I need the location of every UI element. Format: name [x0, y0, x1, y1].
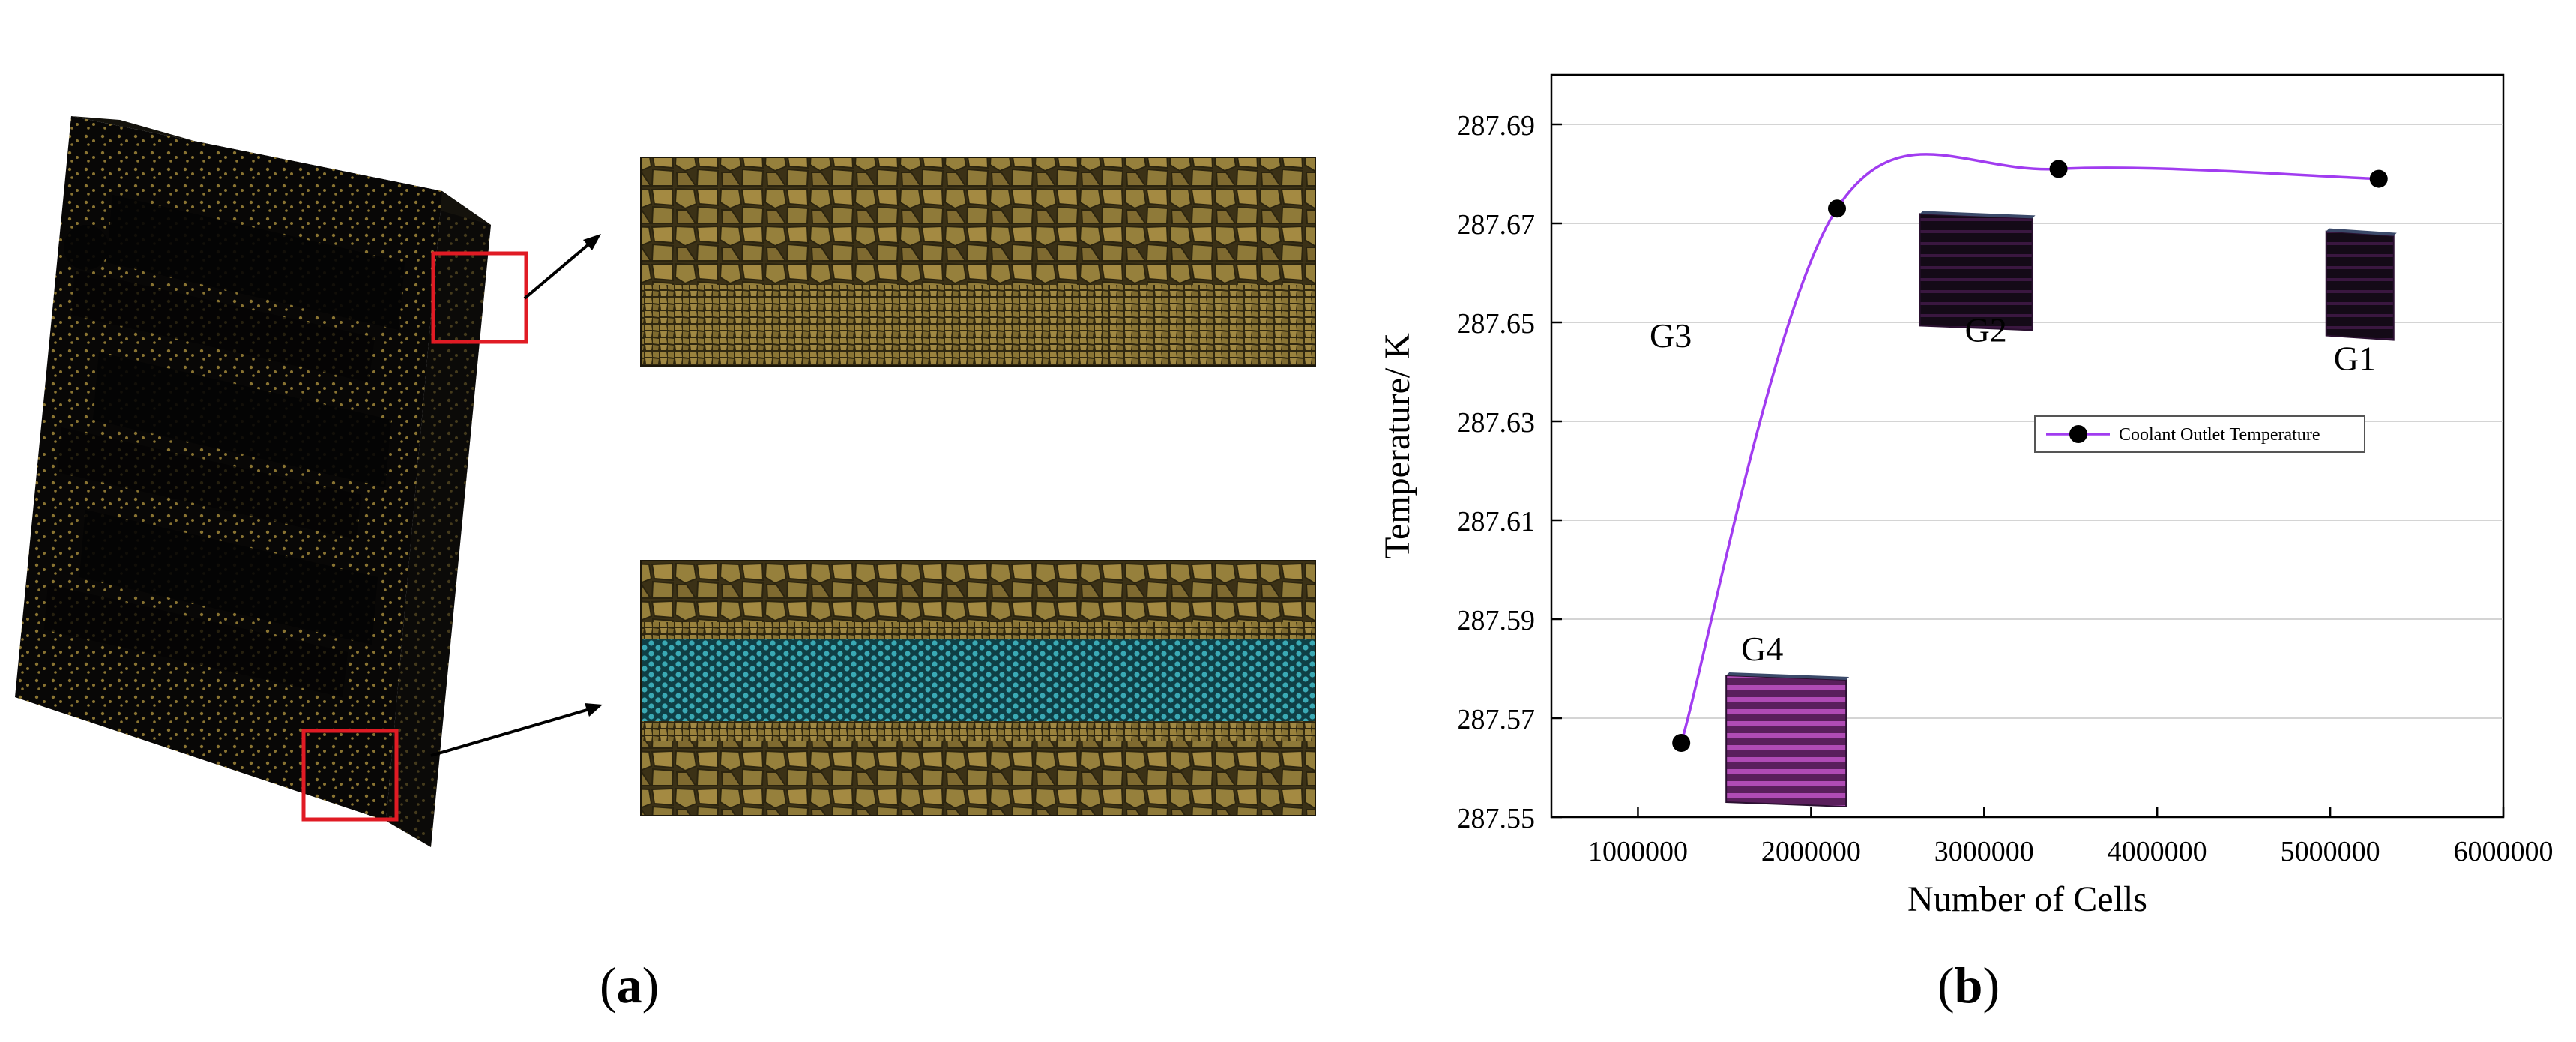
y-tick-label: 287.59: [1457, 605, 1536, 636]
cooling-plate-thumbnails: [1725, 211, 2397, 808]
legend: Coolant Outlet Temperature: [2034, 415, 2365, 453]
y-axis-label: Temperature/ K: [1378, 333, 1417, 559]
cooling-plate-thumbnail-icon: [1919, 211, 2036, 331]
temperature-chart: 1000000 2000000 3000000 4000000 5000000 60000…: [1378, 73, 2554, 919]
polyhedral-mesh-detail-icon: [640, 157, 1316, 367]
y-tick-label: 287.61: [1457, 506, 1536, 537]
data-point: [2369, 169, 2388, 188]
series-line: [1680, 153, 2379, 744]
x-tick-label: 3000000: [1934, 836, 2034, 867]
grid-lines: [1551, 124, 2503, 719]
x-tick-label: 5000000: [2281, 836, 2380, 867]
cooling-plate-thumbnail-icon: [1725, 672, 1850, 808]
series-markers: [1672, 160, 2388, 752]
mesh-plate-icon: [15, 116, 603, 847]
x-tick-label: 4000000: [2108, 836, 2207, 867]
data-point: [1672, 734, 1691, 752]
x-tick-label: 2000000: [1761, 836, 1861, 867]
y-tick-label: 287.69: [1457, 110, 1536, 142]
x-tick-label: 1000000: [1588, 836, 1688, 867]
y-tick-label: 287.67: [1457, 209, 1536, 241]
y-axis-ticks: 287.55 287.57 287.59 287.61 287.63 287.65 287.…: [1457, 110, 1562, 834]
grid-annotations: G4 G3 G2 G1: [1650, 310, 2376, 668]
data-point: [1828, 199, 1846, 218]
grid-annotation-label: G2: [1965, 310, 2007, 349]
legend-entry: Coolant Outlet Temperature: [2119, 425, 2320, 445]
y-tick-label: 287.57: [1457, 704, 1536, 735]
y-tick-label: 287.55: [1457, 803, 1536, 834]
y-tick-label: 287.63: [1457, 407, 1536, 439]
x-axis-ticks: 1000000 2000000 3000000 4000000 5000000 60000…: [1588, 807, 2554, 867]
fluid-channel-mesh-detail-icon: [640, 560, 1316, 816]
panel-b-label: (b): [1937, 957, 2000, 1014]
x-tick-label: 6000000: [2454, 836, 2554, 867]
cooling-plate-thumbnail-icon: [2325, 228, 2397, 341]
grid-annotation-label: G1: [2334, 340, 2376, 378]
legend-marker: [2069, 425, 2087, 443]
data-point: [2049, 160, 2068, 178]
grid-annotation-label: G4: [1741, 630, 1783, 668]
x-axis-label: Number of Cells: [1907, 879, 2147, 919]
grid-annotation-label: G3: [1650, 316, 1692, 355]
panel-a-label: (a): [600, 957, 660, 1014]
y-tick-label: 287.65: [1457, 308, 1536, 340]
